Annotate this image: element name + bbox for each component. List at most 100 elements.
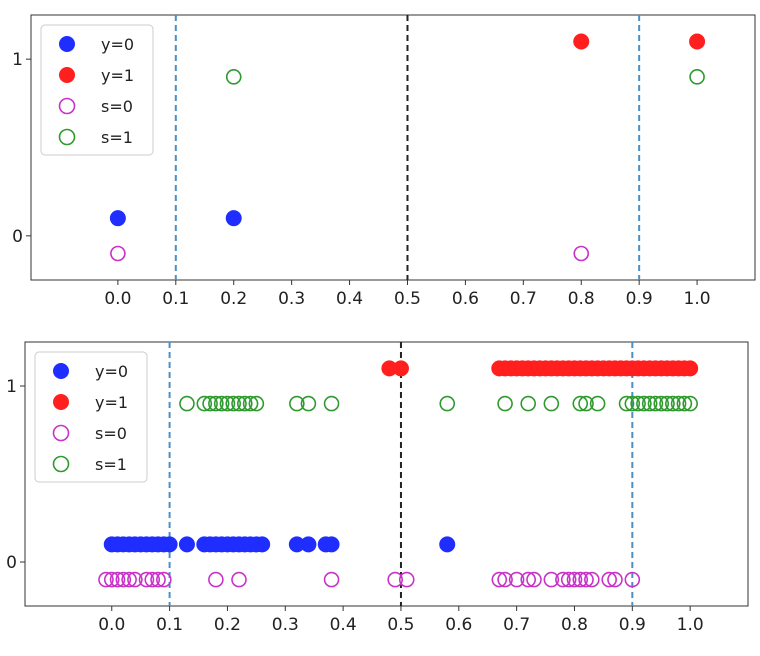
data-point-s=1 — [659, 395, 675, 412]
data-point-s=1 — [179, 395, 195, 412]
data-point-s=0 — [103, 571, 120, 588]
data-point-s=1 — [641, 395, 658, 412]
legend-label: s=0 — [101, 97, 133, 116]
y-tick-label: 0 — [6, 553, 17, 573]
data-point-y=0 — [323, 536, 340, 553]
data-point-s=1 — [543, 395, 560, 412]
data-point-s=0 — [115, 571, 132, 588]
data-point-s=1 — [589, 395, 606, 412]
data-point-y=1 — [682, 360, 699, 377]
data-point-s=1 — [231, 395, 247, 412]
data-point-s=1 — [636, 395, 652, 412]
x-tick-label: 0.5 — [394, 289, 421, 309]
data-point-y=1 — [392, 360, 409, 377]
data-point-s=0 — [98, 571, 114, 588]
x-tick-label: 0.9 — [626, 289, 653, 309]
data-point-s=0 — [555, 571, 571, 588]
data-point-s=1 — [578, 395, 594, 412]
data-point-s=0 — [607, 571, 623, 588]
x-tick-label: 0.3 — [272, 615, 299, 635]
data-point-y=0 — [300, 536, 317, 553]
x-tick-label: 0.0 — [98, 615, 125, 635]
data-point-y=0 — [161, 536, 178, 553]
y-tick-label: 1 — [12, 50, 23, 70]
data-point-s=0 — [208, 571, 224, 588]
data-point-s=0 — [127, 571, 143, 588]
data-point-s=1 — [225, 395, 242, 412]
data-point-s=1 — [653, 395, 670, 412]
data-point-s=1 — [196, 395, 213, 412]
data-point-s=1 — [670, 395, 687, 412]
legend-marker — [58, 97, 76, 115]
data-point-s=0 — [231, 571, 247, 588]
data-point-s=0 — [387, 571, 403, 588]
data-point-s=0 — [491, 571, 508, 588]
data-point-s=0 — [526, 571, 542, 588]
data-point-s=1 — [323, 395, 340, 412]
data-point-s=1 — [236, 395, 253, 412]
data-point-s=1 — [202, 395, 218, 412]
data-point-s=1 — [682, 395, 698, 412]
y-tick-label: 0 — [12, 227, 23, 247]
data-point-s=1 — [225, 69, 242, 85]
x-tick-label: 0.7 — [503, 615, 530, 635]
data-point-y=0 — [109, 210, 126, 227]
data-point-s=0 — [578, 571, 594, 588]
x-tick-label: 0.9 — [619, 615, 646, 635]
data-point-s=1 — [219, 395, 236, 412]
x-tick-label: 0.5 — [387, 615, 414, 635]
legend-marker — [52, 424, 70, 442]
data-point-s=0 — [624, 571, 641, 588]
data-point-s=1 — [300, 395, 317, 412]
data-point-s=1 — [208, 395, 224, 412]
data-point-s=1 — [242, 395, 259, 412]
legend-label: s=1 — [95, 455, 127, 474]
data-point-s=0 — [398, 571, 415, 588]
legend-marker — [53, 363, 69, 379]
legend-label: s=0 — [95, 424, 127, 443]
data-point-s=0 — [508, 571, 525, 588]
legend-marker — [59, 36, 75, 52]
data-point-s=1 — [689, 69, 705, 85]
x-tick-label: 0.0 — [104, 289, 131, 309]
x-tick-label: 0.8 — [568, 289, 595, 309]
data-point-s=1 — [624, 395, 641, 412]
data-point-s=1 — [618, 395, 635, 412]
data-point-s=1 — [676, 395, 693, 412]
data-point-s=0 — [520, 571, 537, 588]
legend-marker — [52, 455, 70, 473]
x-tick-label: 0.1 — [162, 289, 189, 309]
data-point-s=1 — [665, 395, 681, 412]
data-point-s=0 — [560, 571, 577, 588]
legend-box — [34, 351, 148, 483]
x-tick-label: 0.8 — [561, 615, 588, 635]
data-point-s=1 — [647, 395, 664, 412]
data-point-s=1 — [630, 395, 646, 412]
data-point-s=1 — [520, 395, 537, 412]
data-point-y=0 — [254, 536, 271, 553]
data-point-s=0 — [156, 571, 172, 588]
data-point-s=1 — [289, 395, 305, 412]
x-tick-label: 1.0 — [677, 615, 704, 635]
legend-marker — [53, 394, 69, 410]
x-tick-label: 0.2 — [220, 289, 247, 309]
data-point-s=0 — [150, 571, 166, 588]
data-point-s=1 — [497, 395, 513, 412]
data-point-y=0 — [225, 210, 242, 227]
data-point-s=0 — [109, 571, 126, 588]
data-point-s=1 — [213, 395, 230, 412]
data-point-s=1 — [572, 395, 589, 412]
data-point-s=0 — [497, 571, 513, 588]
x-tick-label: 0.7 — [510, 289, 537, 309]
data-point-s=0 — [323, 571, 340, 588]
data-point-s=0 — [572, 571, 589, 588]
legend-label: y=0 — [101, 35, 134, 54]
data-point-y=1 — [573, 33, 590, 50]
x-tick-label: 0.4 — [330, 615, 357, 635]
data-point-y=0 — [178, 536, 195, 553]
data-point-s=0 — [144, 571, 161, 588]
chart-panel-2: 0.0 0.1 0.2 0.3 0.4 0.5 0.6 0.7 0.8 0.9 1.0 0 1 y=0 y=… — [6, 341, 749, 635]
data-point-y=1 — [689, 33, 706, 50]
legend-label: s=1 — [101, 128, 133, 147]
